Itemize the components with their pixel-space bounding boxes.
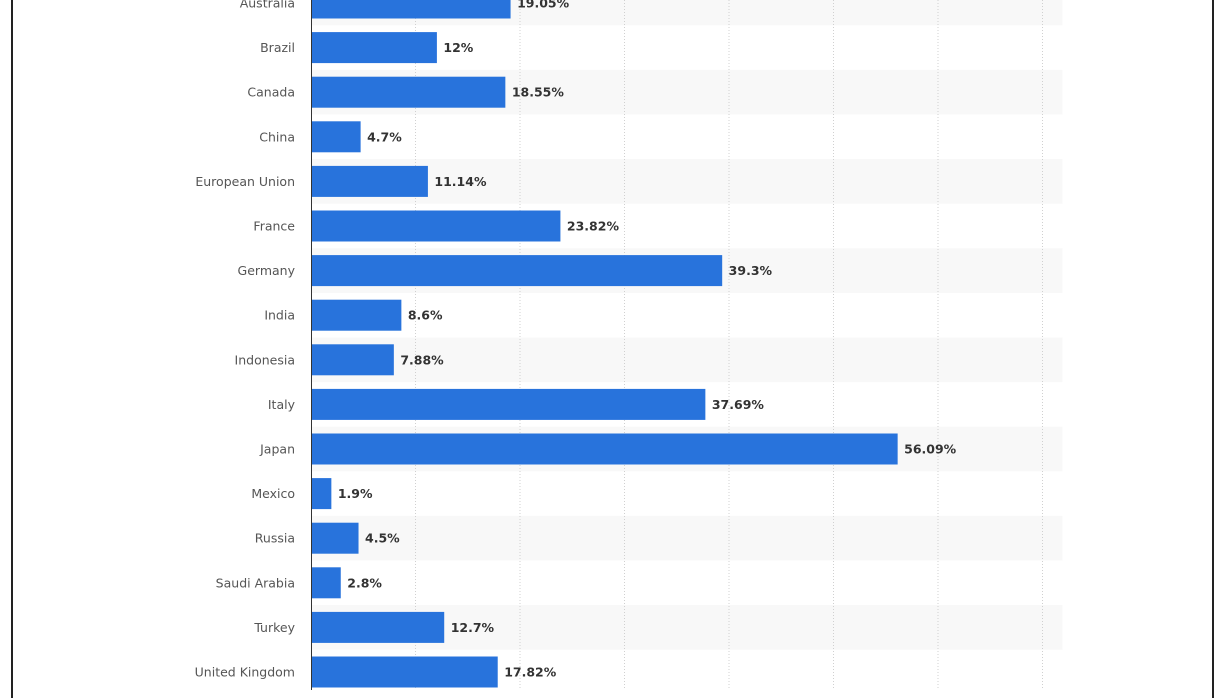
value-label: 18.55%	[512, 85, 565, 100]
category-label: Japan	[259, 442, 295, 457]
value-label: 12.7%	[451, 620, 495, 635]
value-label: 1.9%	[338, 486, 373, 501]
value-label: 4.7%	[367, 129, 402, 144]
value-label: 11.14%	[434, 174, 487, 189]
category-labels: Australia Brazil Canada China European Union…	[195, 0, 296, 680]
bar-china[interactable]	[311, 121, 361, 153]
value-label: 2.8%	[347, 575, 382, 590]
bar-japan[interactable]	[311, 433, 898, 465]
value-label: 17.82%	[504, 665, 557, 680]
value-label: 7.88%	[400, 352, 444, 367]
category-label: Brazil	[260, 40, 295, 55]
bar-european-union[interactable]	[311, 165, 428, 197]
row-band	[311, 159, 1063, 204]
bar-turkey[interactable]	[311, 611, 445, 643]
bars	[311, 0, 898, 688]
category-label: European Union	[195, 174, 295, 189]
category-label: Germany	[238, 263, 296, 278]
gridlines	[415, 0, 1043, 690]
category-label: Saudi Arabia	[216, 575, 295, 590]
category-label: Russia	[255, 531, 295, 546]
chart-frame	[11, 0, 1214, 698]
category-label: Turkey	[253, 620, 295, 635]
value-label: 4.5%	[365, 531, 400, 546]
bar-brazil[interactable]	[311, 32, 437, 64]
value-label: 56.09%	[904, 442, 957, 457]
value-labels: 19.05% 12% 18.55% 4.7% 11.14% 23.82% 39.3% 8.6%…	[338, 0, 957, 680]
category-label: United Kingdom	[195, 665, 295, 680]
bar-italy[interactable]	[311, 388, 706, 420]
bar-united-kingdom[interactable]	[311, 656, 498, 688]
value-label: 23.82%	[567, 219, 620, 234]
value-label: 19.05%	[517, 0, 570, 11]
category-label: Australia	[240, 0, 295, 11]
category-label: Indonesia	[235, 352, 295, 367]
row-band	[311, 515, 1063, 561]
value-label: 8.6%	[408, 308, 443, 323]
bar-saudi-arabia[interactable]	[311, 567, 341, 599]
category-label: India	[264, 308, 295, 323]
bar-germany[interactable]	[311, 255, 723, 287]
bar-indonesia[interactable]	[311, 344, 394, 376]
value-label: 39.3%	[729, 263, 773, 278]
bar-france[interactable]	[311, 210, 561, 242]
value-label: 37.69%	[712, 397, 765, 412]
category-label: France	[253, 219, 295, 234]
bar-canada[interactable]	[311, 76, 506, 108]
category-label: Canada	[247, 85, 295, 100]
bar-russia[interactable]	[311, 522, 359, 554]
row-band	[311, 337, 1063, 383]
category-label: China	[259, 129, 295, 144]
bar-mexico[interactable]	[311, 478, 332, 510]
category-label: Italy	[268, 397, 296, 412]
category-label: Mexico	[251, 486, 295, 501]
value-label: 12%	[443, 40, 473, 55]
bar-india[interactable]	[311, 299, 402, 331]
bar-australia[interactable]	[311, 0, 511, 19]
